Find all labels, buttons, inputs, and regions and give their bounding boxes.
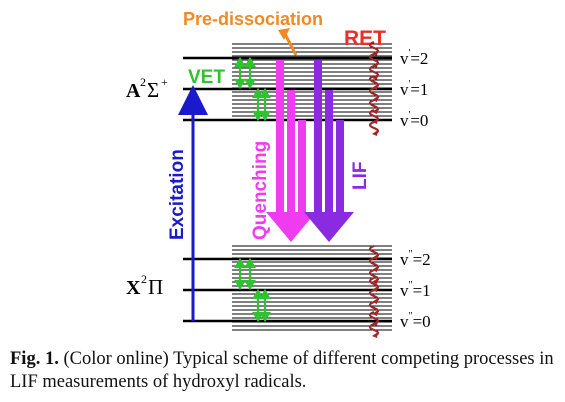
lower-state-label: X 2 Π bbox=[126, 272, 163, 299]
excitation-label: Excitation bbox=[167, 149, 188, 240]
caption-label: Fig. 1. bbox=[10, 349, 59, 369]
ret-wave-head bbox=[372, 310, 378, 316]
svg-text:Σ: Σ bbox=[147, 78, 159, 102]
upper-rotational-lines bbox=[232, 43, 392, 117]
energy-level-diagram: Excitation VET Quenching LIF bbox=[126, 9, 431, 338]
ret-wave-head bbox=[372, 130, 378, 136]
predissociation-label: Pre-dissociation bbox=[183, 9, 323, 29]
upper-v-label-1: v'=1 bbox=[400, 79, 428, 99]
lower-v-label-2: v"=2 bbox=[400, 249, 431, 269]
caption-text: (Color online) Typical scheme of differe… bbox=[10, 349, 554, 392]
svg-text:X: X bbox=[126, 277, 141, 299]
vet-label: VET bbox=[188, 67, 225, 88]
svg-text:2: 2 bbox=[141, 272, 147, 286]
quenching-label: Quenching bbox=[250, 141, 271, 240]
lif-label: LIF bbox=[350, 162, 371, 191]
svg-text:2: 2 bbox=[140, 75, 146, 89]
vibrational-levels bbox=[183, 56, 392, 323]
quenching-arrows bbox=[266, 60, 316, 242]
lower-v-label-1: v"=1 bbox=[400, 280, 431, 300]
figure-caption: Fig. 1. (Color online) Typical scheme of… bbox=[10, 348, 558, 394]
lower-v-label-0: v"=0 bbox=[400, 311, 431, 331]
svg-text:Π: Π bbox=[148, 275, 163, 299]
lif-arrows bbox=[304, 60, 354, 242]
ret-wavy-arrows bbox=[368, 40, 380, 338]
ret-wave-head bbox=[372, 332, 378, 338]
lower-v-labels: v"=2 v"=1 v"=0 bbox=[400, 249, 431, 331]
svg-text:+: + bbox=[161, 75, 168, 89]
ret-label: RET bbox=[344, 27, 386, 50]
upper-v-label-2: v'=2 bbox=[400, 48, 428, 68]
ret-wave-head bbox=[372, 108, 378, 114]
ret-wave-head bbox=[372, 278, 378, 284]
vet-arrows bbox=[234, 56, 271, 323]
svg-text:A: A bbox=[126, 80, 141, 102]
upper-state-label: A 2 Σ + bbox=[126, 75, 168, 102]
predissociation-arrow bbox=[278, 28, 298, 56]
ret-wave-head bbox=[372, 74, 378, 80]
upper-v-label-0: v'=0 bbox=[400, 110, 428, 130]
upper-v-labels: v'=2 v'=1 v'=0 bbox=[400, 48, 428, 130]
